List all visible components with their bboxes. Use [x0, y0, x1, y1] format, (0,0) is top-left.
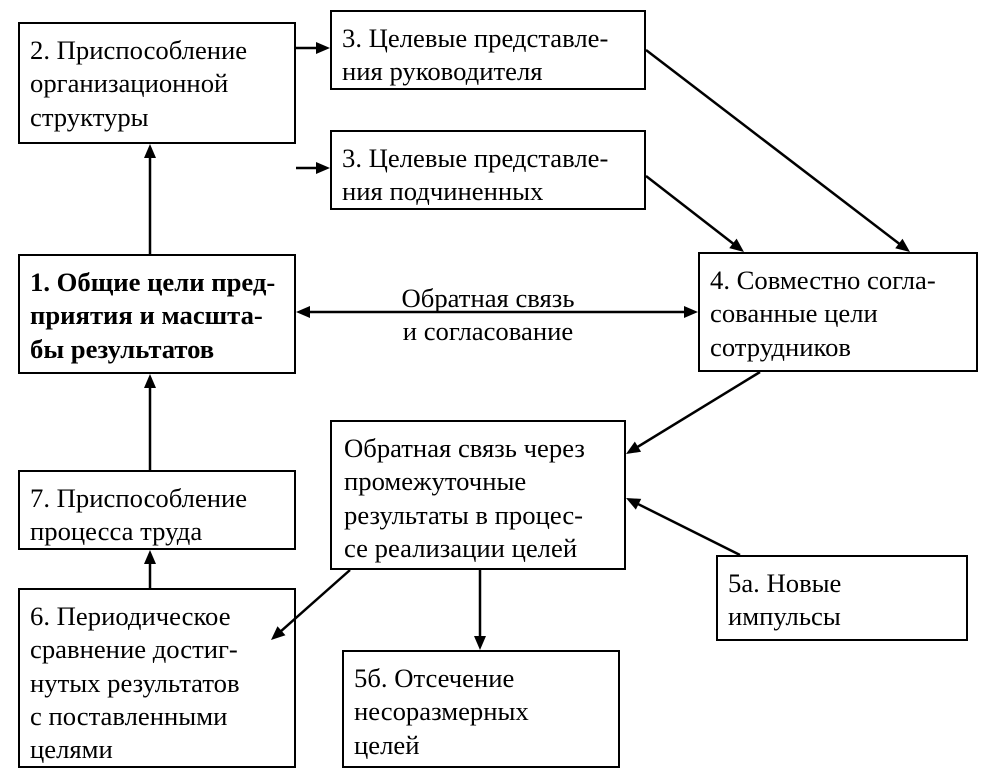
- edge-n4_bl-fb_center_r: [626, 372, 760, 454]
- edge-n6_top-n7_bottom: [144, 550, 156, 588]
- diagram-stage: 1. Общие цели пред- приятия и масшта- бы…: [0, 0, 993, 778]
- edge-fb_center_b-n5b_top: [474, 570, 486, 650]
- edge-n3a_right-n4_top_r: [646, 50, 910, 252]
- node-fb_center: Обратная связь через промежуточные резул…: [330, 420, 626, 570]
- node-fb_label: Обратная связь и согласование: [330, 280, 646, 350]
- node-n7: 7. Приспособление процесса труда: [18, 470, 296, 550]
- node-n2: 2. Приспособление организационной структ…: [18, 22, 296, 144]
- edge-n1_top-n2_bottom: [144, 144, 156, 254]
- node-n3a: 3. Целевые представле- ния руководителя: [330, 10, 646, 90]
- edge-n7_top-n1_bottom: [144, 374, 156, 470]
- edge-n2_right_a-n3a_left: [296, 42, 330, 54]
- node-n3b: 3. Целевые представле- ния подчиненных: [330, 130, 646, 210]
- edge-n3b_right-n4_top_l: [646, 176, 744, 252]
- node-n5b: 5б. Отсечение несоразмерных целей: [342, 650, 620, 768]
- node-n5a: 5а. Новые импульсы: [716, 555, 968, 641]
- edge-n5a_tl-fb_center_r2: [626, 498, 740, 555]
- node-n4: 4. Совместно согла- сованные цели сотруд…: [698, 252, 978, 372]
- node-n6: 6. Периодическое сравнение достиг- нутых…: [18, 588, 296, 768]
- node-n1: 1. Общие цели пред- приятия и масшта- бы…: [18, 254, 296, 374]
- edge-n2_right_b-n3b_left: [296, 162, 330, 174]
